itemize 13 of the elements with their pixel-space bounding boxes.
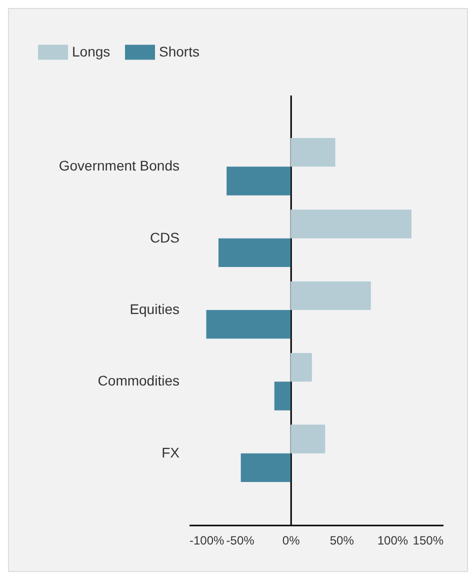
y-tick-label: Equities (130, 301, 180, 317)
legend-label: Longs (72, 43, 110, 60)
x-tick-label: 0% (282, 534, 300, 548)
x-tick-label: -50% (226, 534, 255, 548)
y-tick-label: CDS (150, 229, 180, 246)
x-tick-label: 150% (412, 534, 444, 548)
y-tick-label: Government Bonds (58, 158, 180, 174)
y-tick-label: Commodities (98, 372, 180, 389)
x-tick-label: 50% (330, 534, 354, 548)
x-tick-label: -100% (190, 534, 225, 548)
x-tick-label: 100% (377, 534, 408, 548)
y-tick-label: FX (162, 444, 180, 460)
legend-label: Shorts (159, 43, 200, 60)
